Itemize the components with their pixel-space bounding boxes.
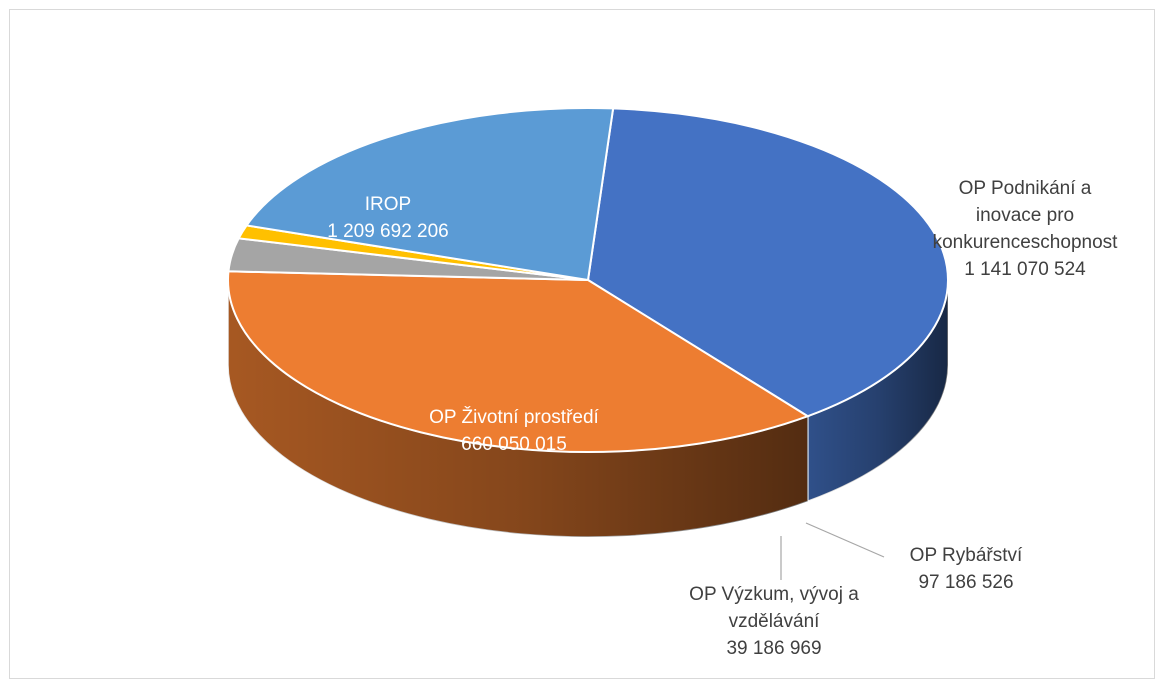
data-label-irop: IROP 1 209 692 206: [327, 194, 449, 242]
data-labels: IROP 1 209 692 206 OP Podnikání a inovace p…: [327, 178, 1118, 659]
data-label-value: 1 141 070 524: [964, 259, 1086, 280]
data-label-op-rybarstvi: OP Rybářství 97 186 526: [910, 545, 1023, 593]
pie-slice-irop: [586, 107, 949, 418]
data-label-category: OP Výzkum, vývoj a: [689, 584, 859, 605]
data-label-op-podnikani-a-inovace-pro-konkurenceschopnost: OP Podnikání a inovace pro konkurenceschop…: [933, 178, 1119, 280]
leader-lines: [780, 522, 885, 580]
pie-slice-op-zivotni-prostredi: [244, 107, 615, 282]
data-label-category: OP Životní prostředí: [429, 406, 599, 428]
data-label-value: 97 186 526: [918, 572, 1013, 593]
data-label-category: OP Podnikání a: [959, 178, 1092, 199]
pie-side-shade-op-podnikani-a-inovace-pro-konkurenceschopnost: [228, 280, 808, 537]
data-label-value: 660 050 015: [461, 434, 567, 455]
pie-slice-op-podnikani-a-inovace-pro-konkurenceschopnost: [227, 270, 811, 453]
data-label-op-vyzkum-vyvoj-a-vzdelavani: OP Výzkum, vývoj a vzdělávání 39 186 969: [689, 584, 859, 659]
data-label-value: 1 209 692 206: [327, 221, 449, 242]
data-label-category: vzdělávání: [729, 611, 821, 632]
data-label-category: inovace pro: [976, 205, 1074, 226]
pie-side-shade-irop: [807, 280, 949, 502]
data-label-category: OP Rybářství: [910, 545, 1023, 566]
leader-line-op-rybarstvi: [805, 522, 885, 558]
data-label-category: IROP: [365, 194, 411, 215]
pie-tops: [227, 107, 949, 453]
data-label-op-zivotni-prostredi: OP Životní prostředí 660 050 015: [429, 406, 599, 455]
data-label-category: konkurenceschopnost: [933, 232, 1119, 253]
data-label-value: 39 186 969: [726, 638, 821, 659]
